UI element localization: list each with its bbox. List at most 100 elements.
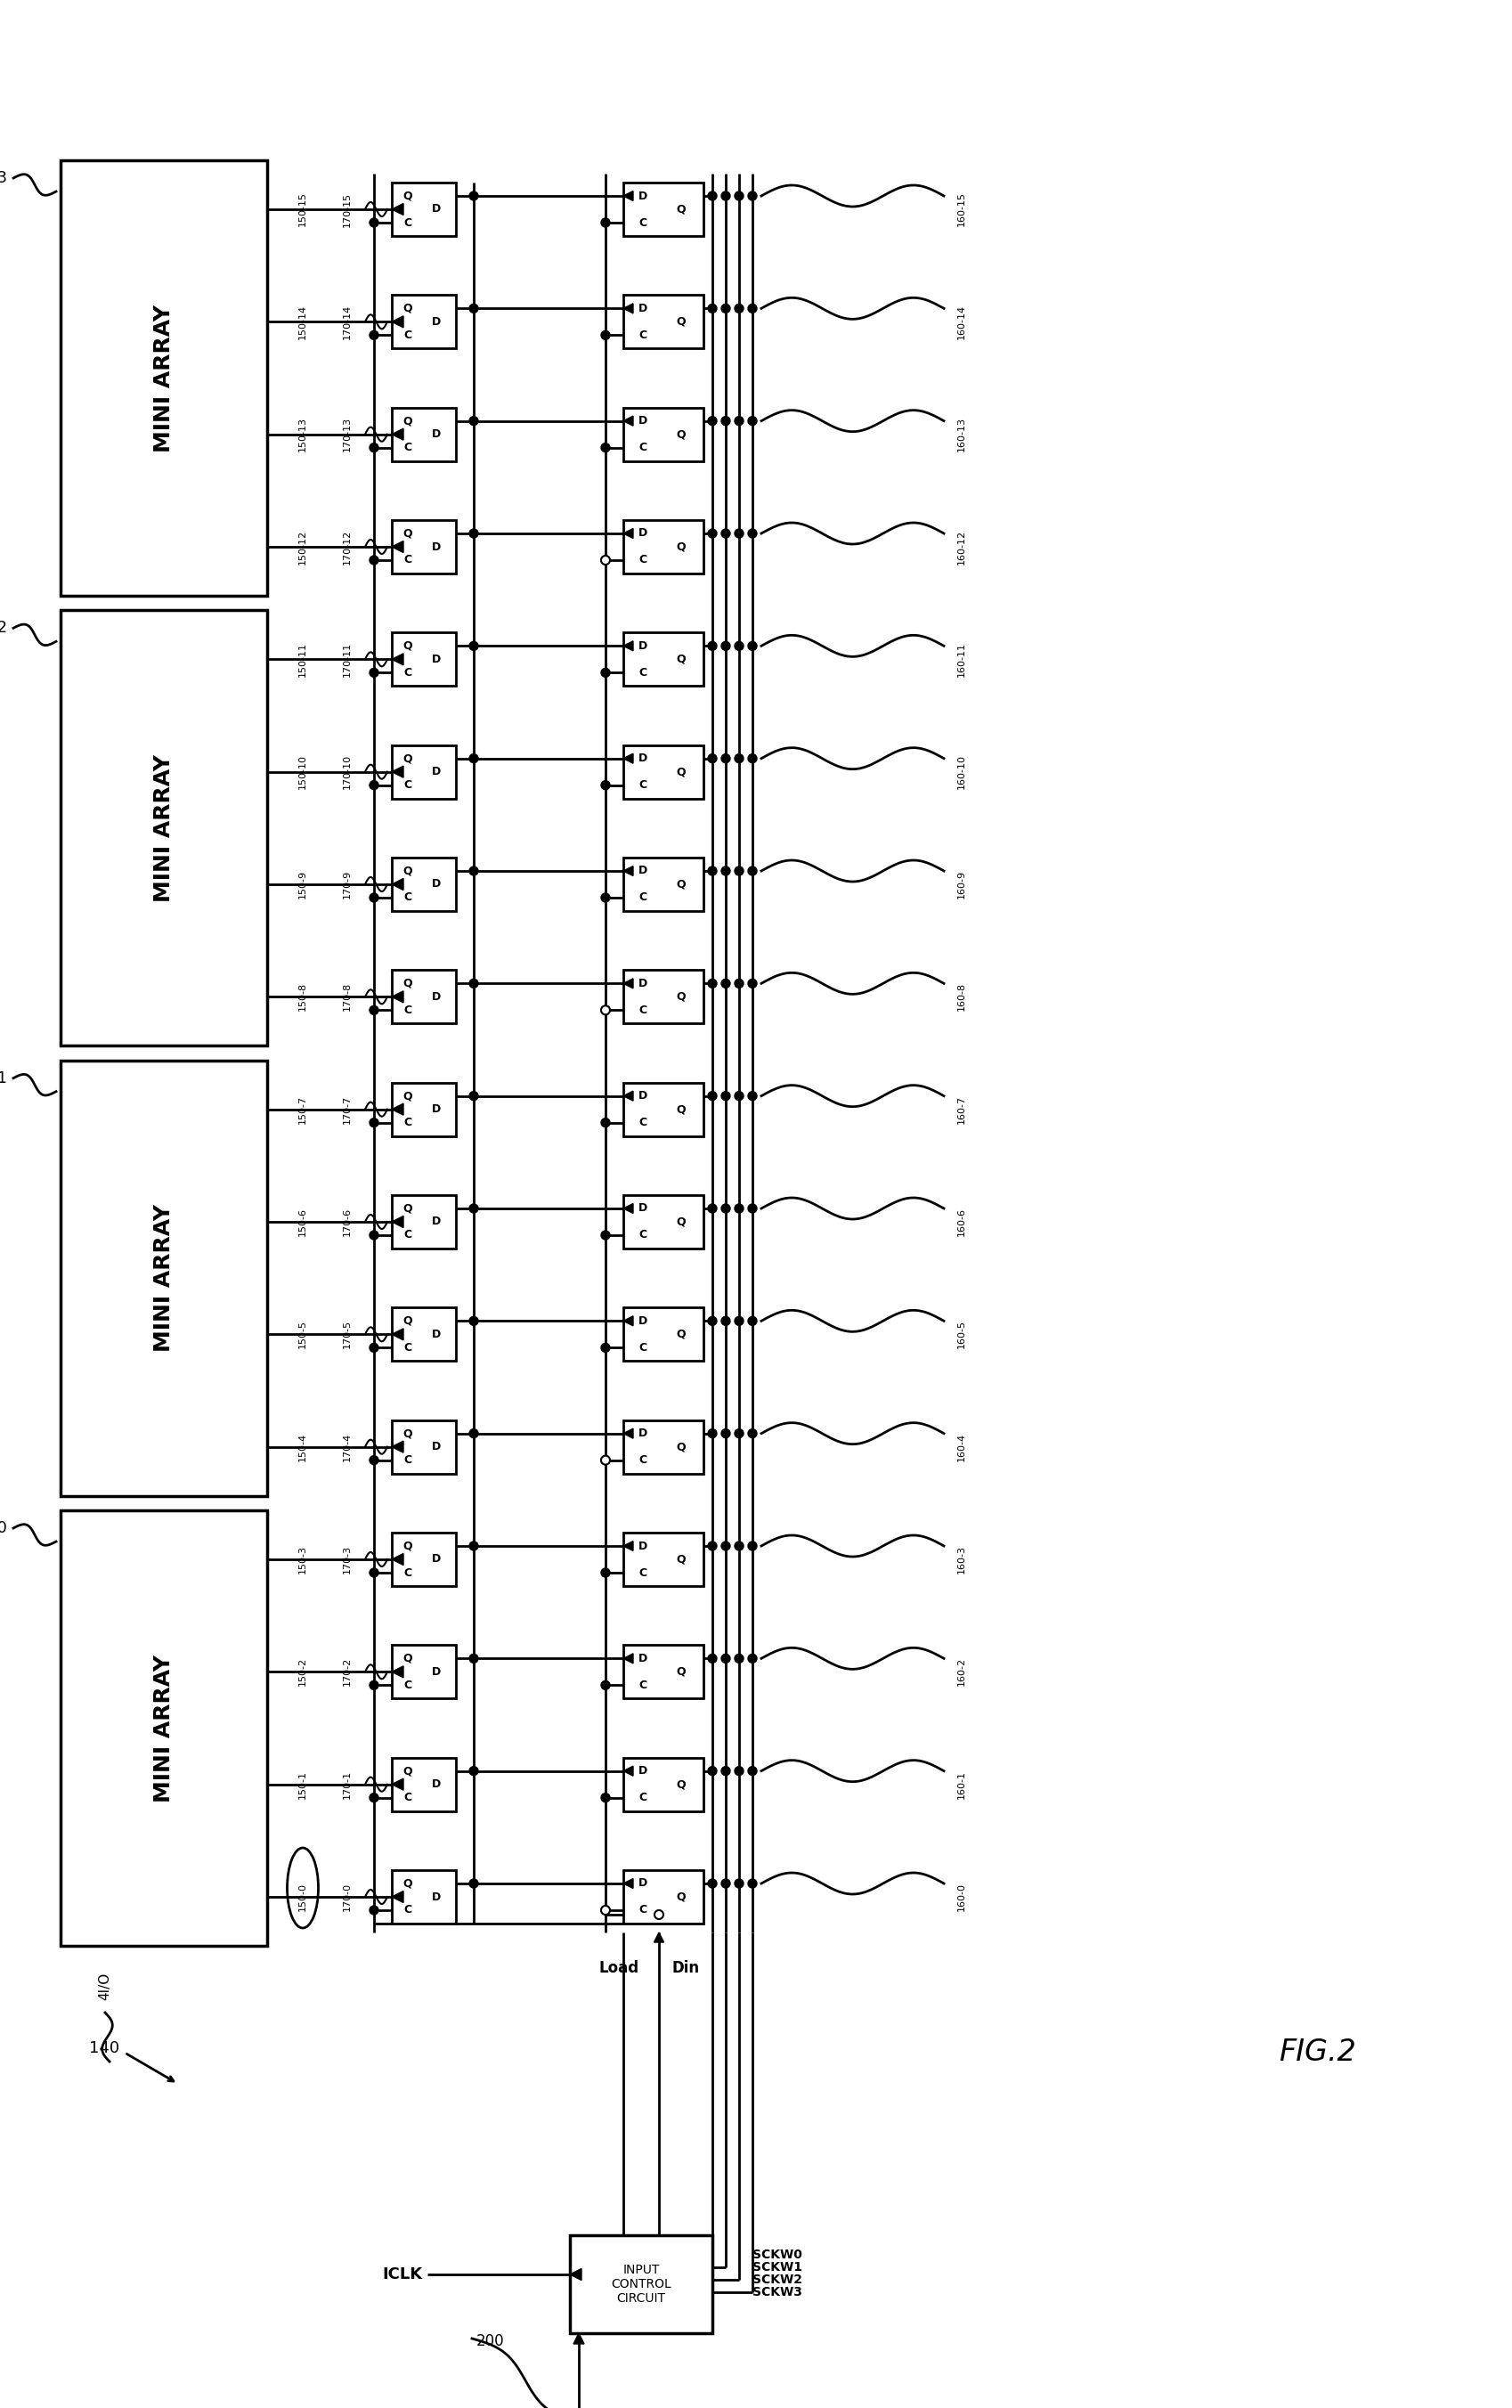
Bar [623,1871,703,1924]
Text: C: C [404,780,411,790]
Text: D: D [638,190,647,202]
Circle shape [735,1541,742,1551]
Circle shape [600,443,609,453]
Text: Q: Q [676,1890,685,1902]
Text: 160-10: 160-10 [957,754,966,790]
Text: D: D [431,1329,440,1341]
Text: SCKW3: SCKW3 [751,2285,801,2300]
Text: Q: Q [676,1329,685,1341]
Text: Q: Q [402,1315,413,1327]
Circle shape [708,1767,717,1775]
Text: D: D [431,879,440,891]
Text: D: D [638,1652,647,1664]
Circle shape [735,867,742,877]
Text: D: D [431,542,440,551]
Circle shape [721,867,730,877]
Text: C: C [638,554,647,566]
Circle shape [747,1654,756,1664]
Text: Q: Q [676,542,685,551]
Text: C: C [404,1568,411,1580]
Circle shape [469,1317,478,1324]
Polygon shape [623,867,632,877]
Bar [623,633,703,686]
Circle shape [708,1878,717,1888]
Text: MINI ARRAY: MINI ARRAY [153,1654,174,1801]
Text: INPUT
CONTROL
CIRCUIT: INPUT CONTROL CIRCUIT [611,2264,671,2304]
Text: 150-13: 150-13 [298,417,307,453]
Circle shape [600,219,609,226]
Text: 160-8: 160-8 [957,982,966,1011]
Circle shape [735,417,742,426]
Bar [623,296,703,349]
Text: C: C [638,891,647,903]
Text: C: C [404,441,411,453]
Text: Q: Q [676,429,685,441]
Text: C: C [638,1905,647,1917]
Circle shape [655,1910,662,1919]
Text: Q: Q [676,205,685,214]
Polygon shape [392,1553,404,1565]
Text: 170-2: 170-2 [343,1657,351,1686]
Circle shape [469,1541,478,1551]
Circle shape [735,530,742,537]
Polygon shape [623,641,632,650]
Circle shape [708,641,717,650]
Circle shape [600,1568,609,1577]
Circle shape [735,1091,742,1100]
Text: C: C [404,1230,411,1240]
Circle shape [721,1204,730,1214]
Text: 170-15: 170-15 [343,193,351,226]
Circle shape [747,417,756,426]
Text: MINI ARRAY: MINI ARRAY [153,1204,174,1351]
Polygon shape [623,978,632,987]
Text: C: C [638,780,647,790]
Text: 160-13: 160-13 [957,417,966,453]
Circle shape [600,330,609,340]
Polygon shape [392,205,404,214]
Text: D: D [431,1890,440,1902]
Circle shape [735,1654,742,1664]
Text: D: D [638,1541,647,1551]
Text: 170-6: 170-6 [343,1206,351,1235]
Bar [392,520,455,573]
Bar [623,1758,703,1811]
Circle shape [600,893,609,903]
Polygon shape [392,1103,404,1115]
Circle shape [747,1541,756,1551]
Text: Q: Q [676,1103,685,1115]
Text: 170-8: 170-8 [343,982,351,1011]
Polygon shape [392,1216,404,1228]
Text: 150-2: 150-2 [298,1657,307,1686]
Text: 160-11: 160-11 [957,643,966,677]
Text: C: C [638,1117,647,1129]
Bar [392,1645,455,1698]
Text: Q: Q [676,653,685,665]
Circle shape [369,1230,378,1240]
Text: D: D [431,653,440,665]
Circle shape [721,193,730,200]
Text: MINI ARRAY: MINI ARRAY [153,303,174,453]
Text: C: C [638,1341,647,1353]
Text: 150-3: 150-3 [298,1546,307,1572]
Circle shape [600,1905,609,1914]
Text: C: C [638,441,647,453]
Circle shape [708,1317,717,1324]
Circle shape [708,1541,717,1551]
Text: 150-11: 150-11 [298,643,307,677]
Polygon shape [623,1654,632,1664]
Circle shape [721,754,730,763]
Polygon shape [573,2333,584,2343]
Circle shape [747,1767,756,1775]
Text: 160-12: 160-12 [957,530,966,563]
Text: C: C [404,1117,411,1129]
Text: 160-3: 160-3 [957,1546,966,1572]
Text: D: D [638,1202,647,1214]
Text: D: D [638,754,647,763]
Text: 140: 140 [89,2040,119,2056]
Circle shape [369,667,378,677]
Bar [60,1060,268,1495]
Polygon shape [623,1091,632,1100]
Text: 170-3: 170-3 [343,1546,351,1572]
Text: 170-12: 170-12 [343,530,351,563]
Text: D: D [638,414,647,426]
